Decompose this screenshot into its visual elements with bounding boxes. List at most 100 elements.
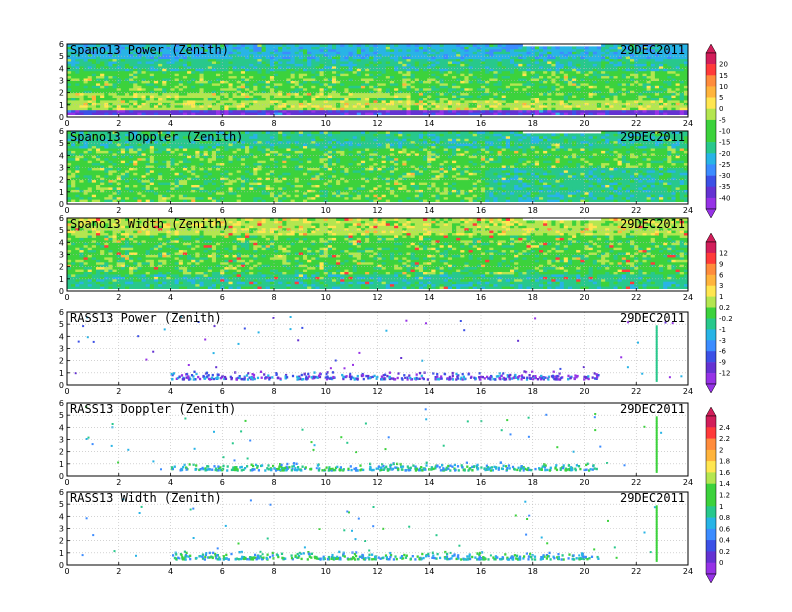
cell [435, 78, 441, 81]
cell [460, 82, 465, 86]
cell [340, 44, 345, 47]
cell [476, 104, 482, 108]
cell [580, 100, 585, 103]
cell [145, 95, 151, 98]
cell [369, 51, 374, 55]
cell [108, 46, 113, 50]
cell [174, 85, 180, 89]
cell [232, 100, 238, 103]
cell [567, 78, 573, 81]
cell [71, 109, 76, 113]
cell [182, 109, 188, 113]
cell [153, 85, 159, 89]
cell [406, 48, 412, 52]
cell [133, 138, 138, 142]
cell [596, 107, 602, 111]
cell [547, 109, 552, 113]
cell [129, 85, 134, 89]
cell [83, 104, 89, 108]
cell [464, 58, 469, 62]
cell [663, 53, 668, 57]
cell [83, 174, 89, 178]
cell [170, 90, 176, 94]
cell [352, 87, 358, 91]
cell [609, 85, 614, 89]
cell [555, 80, 561, 84]
cell [510, 58, 515, 62]
cell [601, 73, 606, 77]
cell [468, 92, 474, 96]
cell [514, 95, 519, 98]
cell [567, 92, 573, 96]
cell [203, 92, 209, 96]
cell [125, 189, 130, 193]
cell [559, 87, 565, 91]
cell [249, 78, 254, 81]
cell [83, 177, 89, 181]
cell [601, 90, 606, 94]
cell [145, 169, 151, 173]
cell [104, 150, 109, 154]
cell [609, 92, 614, 96]
cell [675, 92, 681, 96]
cell [224, 56, 229, 60]
cell [91, 109, 97, 113]
cell [617, 48, 623, 52]
cell [319, 80, 325, 84]
cell [137, 140, 142, 144]
cell [514, 104, 519, 108]
cell [679, 53, 685, 57]
cell [315, 73, 320, 77]
cell [505, 97, 511, 101]
cell [75, 82, 80, 86]
cell [158, 51, 163, 55]
cell [116, 182, 122, 185]
cell [584, 51, 590, 55]
cell [141, 80, 147, 84]
cell [493, 61, 498, 64]
cell [526, 68, 532, 72]
cell [87, 87, 93, 91]
cell [145, 87, 151, 91]
cell [381, 112, 387, 115]
cell [87, 46, 93, 50]
cell [162, 51, 167, 55]
cell [249, 68, 254, 72]
cell [174, 82, 180, 86]
cell [315, 100, 320, 103]
cell [468, 97, 474, 101]
cell [567, 112, 573, 115]
cell [348, 95, 354, 98]
cell [493, 65, 498, 69]
cell [162, 107, 167, 111]
cell [104, 61, 109, 64]
cell [311, 100, 316, 103]
panel-1-data [67, 44, 689, 115]
cell [381, 85, 387, 89]
cell [394, 56, 399, 60]
cell [460, 53, 465, 57]
cell [141, 160, 147, 164]
cell [522, 65, 527, 69]
cell [319, 65, 325, 69]
cell [360, 100, 366, 103]
cell [667, 56, 672, 60]
cell [83, 160, 89, 164]
cell [344, 100, 349, 103]
cell [650, 102, 656, 106]
cell [67, 167, 72, 171]
cell [514, 56, 519, 60]
cell [431, 112, 436, 115]
cell [539, 85, 544, 89]
cell [162, 82, 167, 86]
cell [539, 95, 544, 98]
cell [667, 112, 672, 115]
cell [410, 73, 416, 77]
cell [402, 100, 407, 103]
cell [125, 90, 130, 94]
cell [108, 51, 113, 55]
cell [505, 95, 511, 98]
cell [588, 51, 594, 55]
cell [373, 90, 378, 94]
cell [675, 104, 681, 108]
